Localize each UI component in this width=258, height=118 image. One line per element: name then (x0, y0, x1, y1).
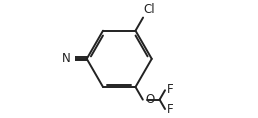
Text: O: O (145, 93, 154, 106)
Text: Cl: Cl (143, 3, 155, 16)
Text: F: F (166, 83, 173, 96)
Text: N: N (62, 52, 71, 65)
Text: F: F (166, 103, 173, 116)
